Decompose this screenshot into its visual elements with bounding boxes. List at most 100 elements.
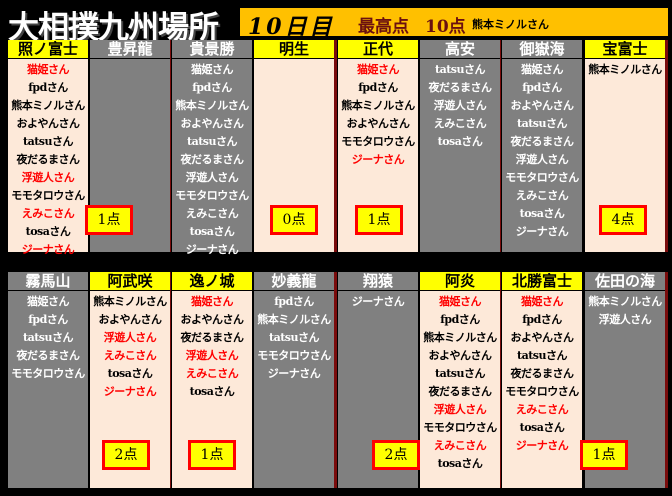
voter-name: 浮遊人さん: [515, 153, 569, 166]
voter-list: 猫姫さん fpdさん熊本ミノルさん およやんさん tatsuさん 夜だるまさん 浮遊人さん…: [172, 59, 252, 256]
voter-name: およやんさん: [510, 331, 575, 344]
voter-name: ジーナさん: [515, 439, 569, 452]
voter-list: tatsuさん 夜だるまさん 浮遊人さん えみこさん tosaさん: [420, 59, 500, 252]
voter-name: えみこさん: [185, 207, 239, 220]
voter-name: モモタロウさん: [341, 135, 415, 148]
wrestler-name: 宝富士: [585, 40, 665, 59]
voter-name: およやんさん: [180, 313, 245, 326]
voter-name: fpdさん: [192, 81, 232, 94]
voter-name: tatsuさん: [269, 331, 319, 344]
voter-name: モモタロウさん: [423, 421, 497, 434]
voter-name: 夜だるまさん: [180, 153, 245, 166]
voter-name: tatsuさん: [517, 349, 567, 362]
voter-name: 熊本ミノルさん: [93, 295, 167, 308]
top-score-name: 熊本ミノルさん: [472, 18, 549, 31]
day-label: 10日目: [248, 14, 335, 40]
top-score-value: 10点: [425, 17, 466, 37]
wrestler-name: 阿武咲: [90, 272, 170, 291]
day-banner: 10日目 最高点 10点 熊本ミノルさん: [240, 8, 668, 40]
wrestler-name: 阿炎: [420, 272, 500, 291]
voter-name: 熊本ミノルさん: [257, 313, 331, 326]
bout-score-badge: 1点: [85, 205, 133, 235]
voter-name: tosaさん: [519, 421, 565, 434]
voter-name: ジーナさん: [21, 243, 75, 256]
voter-name: 猫姫さん: [27, 63, 70, 76]
wrestler-name: 御嶽海: [502, 40, 582, 59]
voter-name: およやんさん: [346, 117, 411, 130]
voter-name: tatsuさん: [517, 117, 567, 130]
voter-name: 熊本ミノルさん: [341, 99, 415, 112]
voter-name: 夜だるまさん: [180, 331, 245, 344]
voter-name: 猫姫さん: [521, 295, 564, 308]
voter-name: fpdさん: [522, 81, 562, 94]
wrestler-name: 明生: [254, 40, 334, 59]
voter-name: 浮遊人さん: [433, 403, 487, 416]
voter-name: 浮遊人さん: [598, 313, 652, 326]
voter-name: tosaさん: [519, 207, 565, 220]
voter-name: fpdさん: [440, 313, 480, 326]
voter-name: えみこさん: [515, 189, 569, 202]
wrestler-column: 妙義龍 fpdさん 熊本ミノルさん tatsuさん モモタロウさん ジーナさん: [253, 272, 337, 488]
voter-name: およやんさん: [16, 117, 81, 130]
wrestler-name: 佐田の海: [585, 272, 665, 291]
voter-name: 熊本ミノルさん: [588, 295, 662, 308]
voter-list: fpdさん 熊本ミノルさん tatsuさん モモタロウさん ジーナさん: [254, 291, 334, 488]
voter-name: およやんさん: [428, 349, 493, 362]
voter-name: えみこさん: [21, 207, 75, 220]
voter-list: 猫姫さん fpdさん 熊本ミノルさん およやんさん tatsuさん 夜だるまさん 浮遊人さん…: [8, 59, 88, 256]
bout-score-badge: 0点: [270, 205, 318, 235]
voter-name: 浮遊人さん: [185, 349, 239, 362]
voter-name: ジーナさん: [351, 295, 405, 308]
voter-name: tatsuさん: [187, 135, 237, 148]
voter-name: tatsuさん: [23, 331, 73, 344]
wrestler-name: 貴景勝: [172, 40, 252, 59]
voter-name: モモタロウさん: [505, 385, 579, 398]
voter-name: 夜だるまさん: [428, 385, 493, 398]
voter-name: 熊本ミノルさん: [588, 63, 662, 76]
wrestler-column: 照ノ富士 猫姫さん fpdさん 熊本ミノルさん およやんさん tatsuさん 夜だるまさん浮…: [7, 40, 88, 256]
voter-name: tatsuさん: [23, 135, 73, 148]
voter-name: tatsuさん: [435, 367, 485, 380]
voter-name: fpdさん: [28, 313, 68, 326]
voter-name: モモタロウさん: [505, 171, 579, 184]
bout-score-badge: 2点: [102, 440, 150, 470]
wrestler-name: 照ノ富士: [8, 40, 88, 59]
wrestler-name: 北勝富士: [502, 272, 582, 291]
voter-name: 夜だるまさん: [16, 349, 81, 362]
voter-name: モモタロウさん: [257, 349, 331, 362]
voter-name: tosaさん: [189, 225, 235, 238]
voter-name: 猫姫さん: [439, 295, 482, 308]
wrestler-name: 逸ノ城: [172, 272, 252, 291]
voter-name: 猫姫さん: [27, 295, 70, 308]
voter-name: およやんさん: [510, 99, 575, 112]
wrestler-column: 正代 猫姫さん fpdさん 熊本ミノルさん およやんさん モモタロウさん ジーナさん: [337, 40, 418, 252]
wrestler-name: 妙義龍: [254, 272, 334, 291]
voter-name: 猫姫さん: [521, 63, 564, 76]
voter-name: えみこさん: [103, 349, 157, 362]
voter-name: 熊本ミノルさん: [175, 99, 249, 112]
voter-name: 熊本ミノルさん: [423, 331, 497, 344]
voter-name: 猫姫さん: [191, 63, 234, 76]
wrestler-column: 北勝富士 猫姫さん fpdさん およやんさん tatsuさん 夜だるまさん モモタロウさんえ…: [501, 272, 582, 488]
voter-name: ジーナさん: [515, 225, 569, 238]
voter-name: えみこさん: [185, 367, 239, 380]
voter-name: およやんさん: [180, 117, 245, 130]
voter-name: およやんさん: [98, 313, 163, 326]
voter-name: モモタロウさん: [11, 367, 85, 380]
voter-name: 浮遊人さん: [103, 331, 157, 344]
voter-name: えみこさん: [433, 439, 487, 452]
wrestler-name: 正代: [338, 40, 418, 59]
voter-list: 猫姫さん fpdさん tatsuさん 夜だるまさん モモタロウさん: [8, 291, 88, 488]
voter-name: ジーナさん: [267, 367, 321, 380]
voter-name: tosaさん: [437, 457, 483, 470]
voter-name: tosaさん: [437, 135, 483, 148]
voter-list: 猫姫さん fpdさん およやんさん tatsuさん 夜だるまさん モモタロウさん えみこさん…: [502, 291, 582, 488]
voter-name: 浮遊人さん: [185, 171, 239, 184]
voter-name: えみこさん: [515, 403, 569, 416]
voter-name: fpdさん: [358, 81, 398, 94]
wrestler-column: 貴景勝猫姫さん fpdさん熊本ミノルさん およやんさん tatsuさん 夜だるまさん 浮遊…: [171, 40, 252, 256]
top-score-label: 最高点: [358, 17, 409, 37]
voter-name: えみこさん: [433, 117, 487, 130]
voter-name: 夜だるまさん: [16, 153, 81, 166]
voter-name: 夜だるまさん: [510, 367, 575, 380]
